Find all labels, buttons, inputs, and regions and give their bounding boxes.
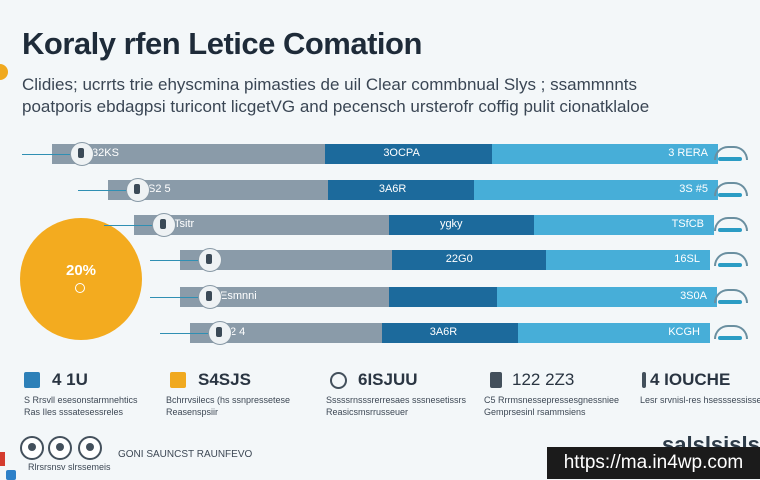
bar-label: 16SL	[674, 253, 700, 265]
bar-segment	[389, 287, 497, 307]
circle-icon	[75, 283, 85, 293]
chart-icon	[642, 372, 646, 388]
pointer-line	[160, 333, 208, 334]
pointer-line	[104, 225, 152, 226]
footer-line-2: Rlrsrsnsv slrssemeis	[28, 462, 111, 472]
bar-row: Esmnni 3S0A	[180, 287, 717, 307]
bar-segment: ygky	[389, 215, 535, 235]
stat-desc: S Rrsvll esesonstarmnehtics	[24, 395, 138, 405]
bar-segment: 22G0	[392, 250, 546, 270]
subtitle-line-2: poatporis ebdagpsi turicont licgetVG and…	[22, 97, 650, 116]
star-icon	[170, 372, 186, 388]
gauge-icon	[714, 146, 748, 164]
gear-icon	[330, 372, 347, 389]
bar-segment: 3OCPA	[325, 144, 492, 164]
bar-label: 22G0	[445, 253, 473, 265]
gauge-icon	[714, 252, 748, 270]
bar-label: TSfCB	[671, 218, 704, 230]
bar-segment: S2 5	[108, 180, 328, 200]
bar-row: S2 5 3A6R 3S #5	[108, 180, 718, 200]
footer-line-1: GONI SAUNCST RAUNFEVO	[118, 449, 253, 460]
stat-desc: Reasenspsiir	[166, 407, 219, 417]
bar-label: 2 4	[230, 326, 246, 338]
stat-desc: Reasicsmsrrusseuer	[326, 407, 409, 417]
square-icon	[24, 372, 40, 388]
bar-row: Tsitr ygky TSfCB	[134, 215, 714, 235]
bar-label: 3A6R	[378, 183, 407, 195]
bar-segment: 2 4	[190, 323, 383, 343]
bar-label: 3S #5	[679, 183, 708, 195]
gauge-icon	[714, 325, 748, 343]
bar-segment: 3A6R	[327, 180, 474, 200]
bar-segment: 3S0A	[496, 287, 717, 307]
row-icon	[70, 142, 94, 166]
bar-segment: 32KS	[52, 144, 326, 164]
gauge-icon	[714, 182, 748, 200]
row-icon	[152, 213, 176, 237]
orange-accent	[0, 64, 8, 80]
bar-segment: 3A6R	[382, 323, 518, 343]
subtitle-line-1: Clidies; ucrrts trie ehyscmina pimasties…	[22, 75, 638, 94]
bar-label: 3 RERA	[668, 147, 708, 159]
red-accent	[0, 452, 5, 466]
stat-value: 4 1U	[52, 370, 88, 389]
bar-segment: KCGH	[517, 323, 710, 343]
page-title: Koraly rfen Letice Comation	[22, 26, 422, 61]
bar-segment: Esmnni	[180, 287, 390, 307]
bar-segment: Tsitr	[134, 215, 390, 235]
badge-icon	[48, 436, 72, 460]
stat-desc: Lesr srvnisl-res hsesssessisse	[640, 395, 760, 405]
stat-desc: Gemprsesinl rsammsiens	[484, 407, 586, 417]
bar-segment: 3S #5	[474, 180, 718, 200]
stat-value: 4 IOUCHE	[650, 370, 731, 389]
row-icon	[208, 321, 232, 345]
bar-segment: 3 RERA	[491, 144, 718, 164]
bar-segment: TSfCB	[534, 215, 714, 235]
bar-label: KCGH	[668, 326, 700, 338]
gauge-icon	[714, 289, 748, 307]
bar-label: Esmnni	[220, 290, 257, 302]
gauge-icon	[714, 217, 748, 235]
bar-segment: 16SL	[545, 250, 710, 270]
bar-row: 2 4 3A6R KCGH	[190, 323, 710, 343]
stat-value: 122 2Z3	[512, 370, 575, 389]
pointer-line	[150, 260, 198, 261]
row-icon	[198, 285, 222, 309]
stat-desc: Sssssrnsssrerresaes sssnesetissrs	[326, 395, 467, 405]
document-icon	[490, 372, 502, 388]
stat-value: S4SJS	[198, 370, 251, 389]
badge-icon	[78, 436, 102, 460]
bar-row: 22G0 16SL	[180, 250, 710, 270]
stat-value: 6ISJUU	[358, 370, 418, 389]
bar-label: 3A6R	[429, 326, 458, 338]
bar-label: 32KS	[92, 147, 119, 159]
bar-label: ygky	[439, 218, 463, 230]
blue-accent	[6, 470, 16, 480]
stat-desc: Bchrrvsilecs (hs ssnpressetese	[166, 395, 291, 405]
row-icon	[126, 178, 150, 202]
row-icon	[198, 248, 222, 272]
pointer-line	[78, 190, 126, 191]
bar-row: 32KS 3OCPA 3 RERA	[52, 144, 718, 164]
highlight-value: 20%	[65, 262, 97, 279]
stat-desc: Ras Iles sssatesessreles	[24, 407, 124, 417]
bar-label: S2 5	[148, 183, 171, 195]
bar-label: Tsitr	[174, 218, 195, 230]
stat-desc: C5 Rrrmsnessepressesgnessniee	[484, 395, 620, 405]
badge-icon	[20, 436, 44, 460]
bar-label: 3OCPA	[383, 147, 420, 159]
pointer-line	[150, 297, 198, 298]
bar-label: 3S0A	[680, 290, 707, 302]
highlight-circle: 20%	[20, 218, 142, 340]
bar-segment	[180, 250, 392, 270]
pointer-line	[22, 154, 70, 155]
watermark-url: https://ma.in4wp.com	[547, 447, 760, 479]
